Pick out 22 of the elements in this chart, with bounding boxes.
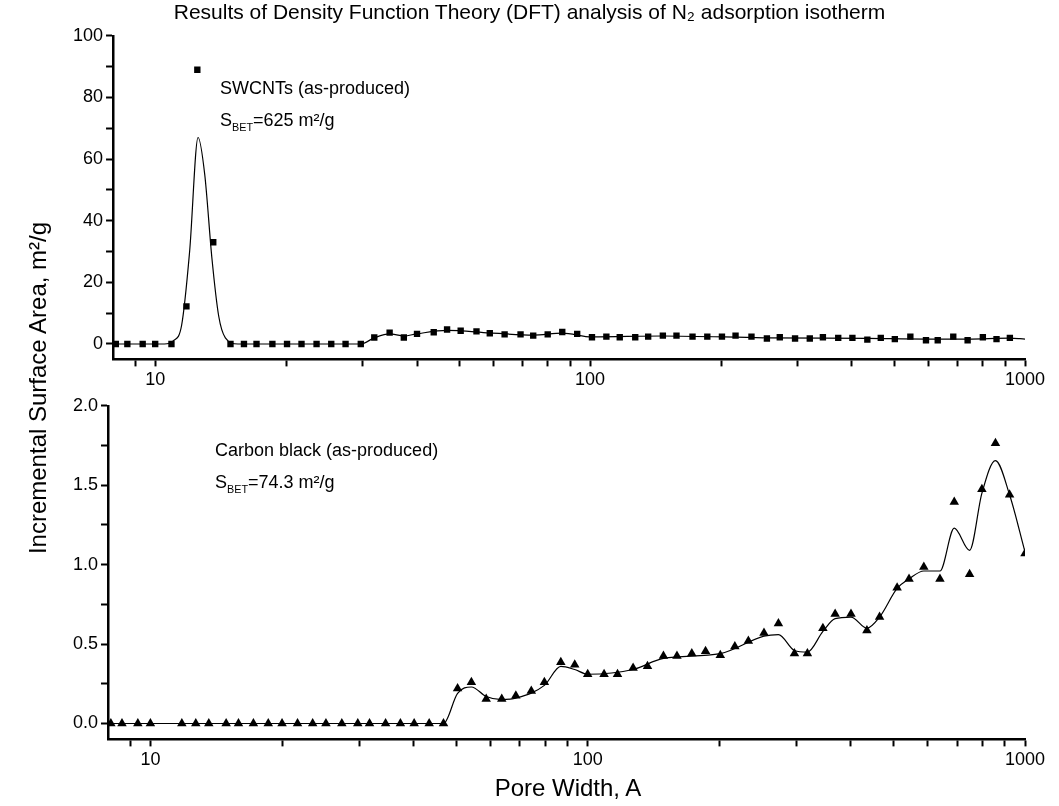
x-tick-label: 1000 [1004,369,1046,390]
chart-title: Results of Density Function Theory (DFT) analysis of N₂ adsorption isotherm [172,0,887,24]
annotation: SWCNTs (as-produced) [220,77,411,98]
y-tick-label: 0.5 [72,633,99,654]
y-tick-label: 0.0 [72,712,99,733]
x-axis-title: Pore Width, A [494,774,642,802]
y-tick-label: 60 [83,148,104,169]
x-tick-label: 1000 [1004,749,1046,770]
y-tick-label: 80 [83,86,104,107]
x-tick-label: 10 [145,369,166,390]
y-tick-label: 20 [83,271,104,292]
x-tick-label: 100 [575,369,606,390]
y-tick-label: 1.5 [72,474,99,495]
x-tick-label: 100 [572,749,603,770]
x-tick-label: 10 [140,749,161,770]
y-tick-label: 40 [83,209,104,230]
annotation: Carbon black (as-produced) [215,439,439,460]
y-axis-title: Incremental Surface Area, m²/g [24,221,52,555]
y-tick-label: 2.0 [72,394,99,415]
y-tick-label: 1.0 [72,553,99,574]
y-tick-label: 0 [93,332,104,353]
y-tick-label: 100 [72,24,104,45]
